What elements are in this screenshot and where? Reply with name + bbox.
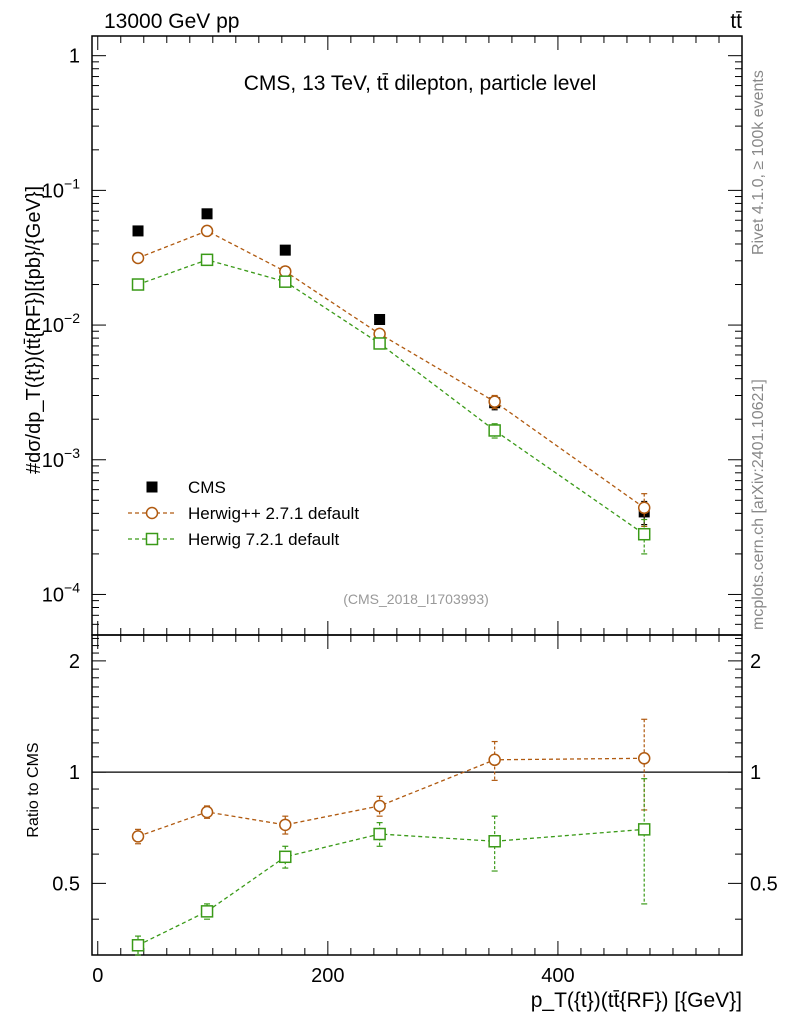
ratio-point-herwig-2-7-1-default — [373, 799, 386, 813]
y-axis-label-ratio: Ratio to CMS — [25, 742, 42, 837]
legend-label-herwig-2-7-1-default: Herwig++ 2.7.1 default — [188, 504, 359, 523]
legend-label-cms: CMS — [188, 478, 226, 497]
process-label: tt̄ — [730, 10, 742, 33]
mcplots-label: mcplots.cern.ch [arXiv:2401.10621] — [750, 379, 767, 630]
y-tick-label-main: 10−3 — [42, 445, 80, 472]
point-herwig-2-7-1-default — [637, 501, 651, 515]
series-line-herwig-2-7-1-default — [137, 230, 645, 509]
ratio-point-herwig-2-7-1-default — [488, 753, 501, 767]
legend-marker-herwig-2-7-1-default — [145, 506, 159, 520]
legend-marker-herwig-7-2-1-default — [145, 532, 159, 546]
y-tick-label-ratio: 2 — [69, 651, 80, 673]
y-tick-label-ratio-right: 2 — [750, 651, 761, 673]
ratio-point-herwig-2-7-1-default — [637, 752, 651, 765]
ratio-point-herwig-7-2-1-default — [373, 827, 386, 841]
point-cms — [279, 244, 291, 256]
point-herwig-7-2-1-default — [200, 253, 214, 267]
ratio-point-herwig-7-2-1-default — [131, 939, 145, 952]
plot-title: CMS, 13 TeV, tt̄ dilepton, particle leve… — [244, 72, 597, 95]
ratio-point-herwig-7-2-1-default — [200, 905, 214, 918]
analysis-id: (CMS_2018_I1703993) — [343, 591, 489, 607]
x-tick-label: 200 — [311, 965, 344, 987]
y-tick-label-ratio: 0.5 — [52, 873, 80, 895]
y-tick-label-main: 1 — [69, 46, 80, 68]
y-tick-label-ratio-right: 0.5 — [750, 873, 778, 895]
beam-label: 13000 GeV pp — [104, 10, 239, 33]
legend-marker-cms — [146, 481, 158, 493]
point-herwig-2-7-1-default — [488, 395, 501, 408]
y-tick-label-main: 10−1 — [42, 175, 80, 202]
point-cms — [201, 208, 213, 220]
point-cms — [374, 313, 386, 325]
ratio-point-herwig-2-7-1-default — [279, 818, 292, 832]
ratio-point-herwig-2-7-1-default — [200, 805, 214, 819]
point-herwig-2-7-1-default — [200, 224, 214, 238]
ratio-line-herwig-7-2-1-default — [137, 828, 645, 946]
ratio-plot-frame — [91, 634, 743, 956]
point-herwig-2-7-1-default — [279, 265, 292, 278]
point-cms — [132, 225, 144, 237]
y-tick-label-ratio-right: 1 — [750, 762, 761, 784]
ratio-point-herwig-7-2-1-default — [637, 823, 651, 836]
point-herwig-7-2-1-default — [279, 275, 292, 288]
x-axis-label: p_T({t})(tt̄{RF}) [{GeV}] — [531, 989, 742, 1012]
ratio-line-herwig-2-7-1-default — [137, 757, 645, 838]
ratio-point-herwig-7-2-1-default — [279, 850, 292, 864]
ratio-point-herwig-7-2-1-default — [488, 835, 501, 848]
ratio-point-herwig-2-7-1-default — [131, 830, 145, 843]
point-herwig-7-2-1-default — [373, 337, 386, 350]
x-tick-label: 400 — [541, 965, 574, 987]
rivet-label: Rivet 4.1.0, ≥ 100k events — [750, 70, 767, 255]
series-line-herwig-7-2-1-default — [137, 259, 645, 535]
legend-label-herwig-7-2-1-default: Herwig 7.2.1 default — [188, 530, 339, 549]
y-axis-label-main: #dσ/dp_T({t})(tt̄{RF})[{pb}/{GeV}] — [23, 186, 45, 474]
point-herwig-7-2-1-default — [637, 527, 651, 541]
point-herwig-7-2-1-default — [488, 424, 501, 437]
y-tick-label-main: 10−2 — [42, 310, 80, 337]
x-tick-label: 0 — [92, 965, 103, 987]
point-herwig-7-2-1-default — [131, 278, 145, 291]
point-herwig-2-7-1-default — [131, 251, 145, 265]
y-tick-label-main: 10−4 — [42, 579, 80, 606]
y-tick-label-ratio: 1 — [69, 762, 80, 784]
